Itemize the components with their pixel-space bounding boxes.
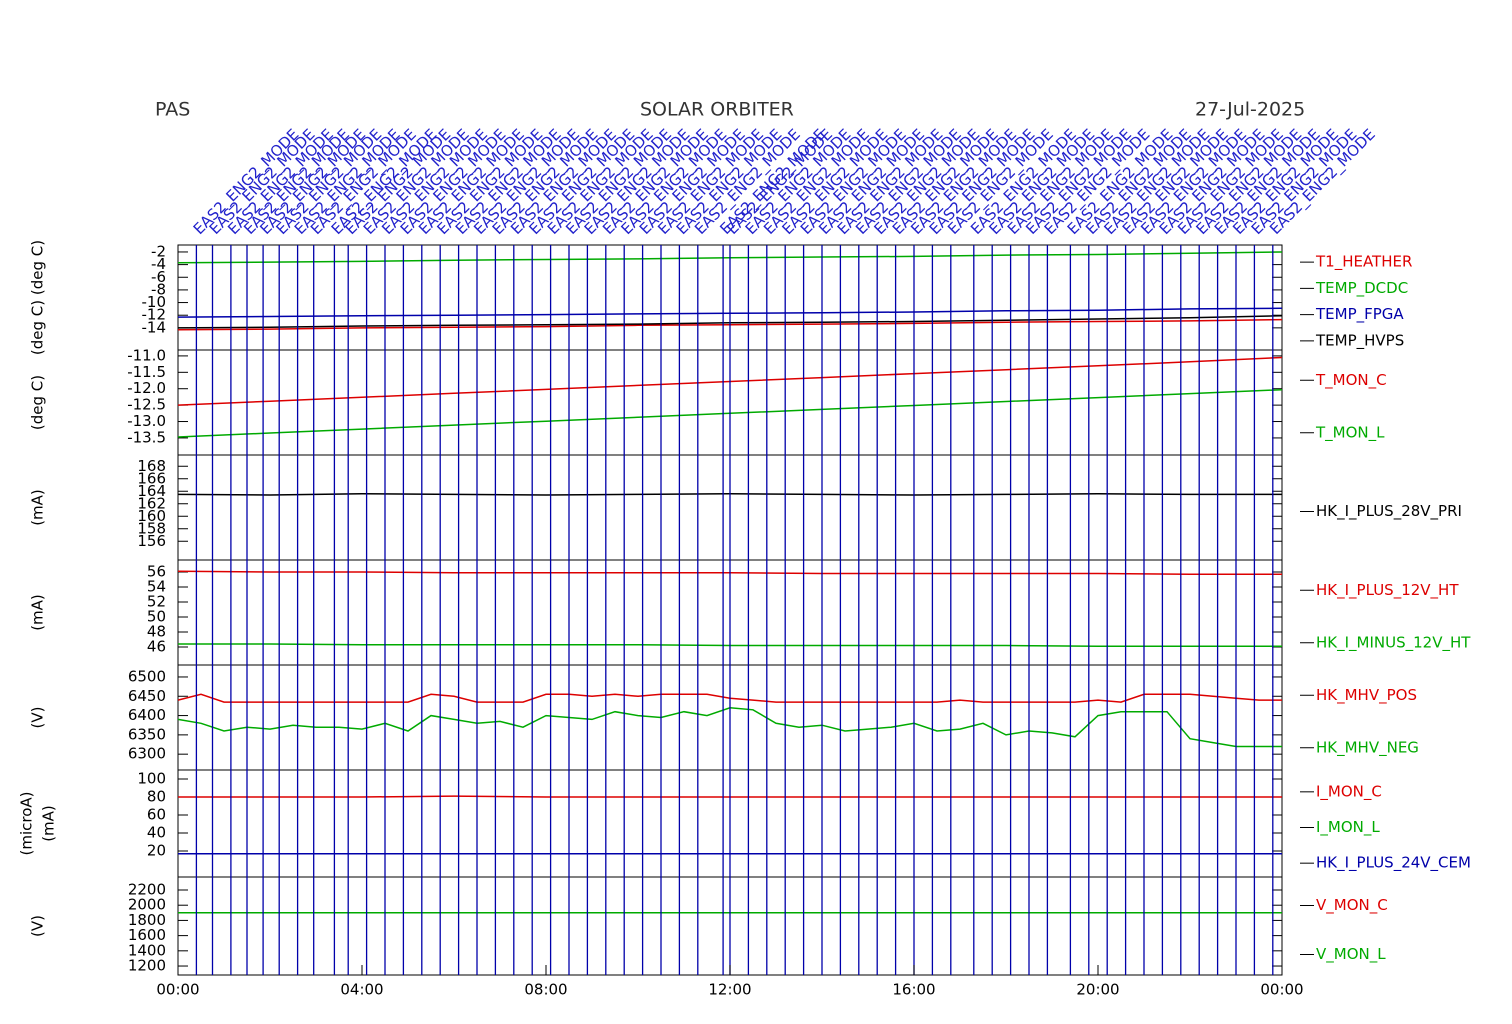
y-tick-label: 1600: [128, 926, 166, 944]
legend-label: HK_MHV_POS: [1316, 686, 1417, 705]
y-tick-label: -2: [151, 242, 166, 260]
y-axis-label: (V): [29, 707, 47, 729]
y-tick-label: 52: [147, 593, 166, 611]
legend-label: HK_I_PLUS_12V_HT: [1316, 581, 1459, 600]
y-tick-label: 20: [147, 841, 166, 859]
legend-label: T_MON_C: [1315, 371, 1387, 390]
legend-label: I_MON_L: [1316, 818, 1380, 837]
y-tick-label: 158: [137, 519, 166, 537]
y-tick-label: -11.0: [127, 346, 166, 364]
y-tick-label: -8: [151, 280, 166, 298]
y-tick-label: 56: [147, 563, 166, 581]
y-tick-label: 6500: [128, 667, 166, 685]
y-tick-label: 6400: [128, 706, 166, 724]
legend-label: HK_MHV_NEG: [1316, 738, 1419, 757]
y-tick-label: 48: [147, 623, 166, 641]
y-axis-label: (mA): [29, 594, 47, 631]
y-axis-label: (deg C): [29, 375, 47, 430]
y-tick-label: 50: [147, 608, 166, 626]
mission: SOLAR ORBITER: [640, 99, 794, 121]
legend-label: T_MON_L: [1315, 423, 1385, 442]
y-tick-label: -12.0: [127, 379, 166, 397]
instrument: PAS: [155, 99, 190, 121]
date: 27-Jul-2025: [1195, 99, 1305, 121]
legend-label: TEMP_DCDC: [1315, 279, 1408, 298]
x-tick-label: 20:00: [1076, 981, 1119, 999]
legend-label: HK_I_PLUS_28V_PRI: [1316, 502, 1462, 521]
y-tick-label: 60: [147, 805, 166, 823]
y-axis-label: (deg C) (deg C): [29, 240, 47, 355]
legend-label: HK_I_PLUS_24V_CEM: [1316, 854, 1471, 873]
y-tick-label: 2000: [128, 896, 166, 914]
x-tick-label: 08:00: [524, 981, 567, 999]
legend-label: V_MON_C: [1316, 896, 1388, 915]
y-tick-label: -13.0: [127, 412, 166, 430]
y-tick-label: 2200: [128, 881, 166, 899]
y-tick-label: 160: [137, 507, 166, 525]
y-tick-label: 40: [147, 823, 166, 841]
y-tick-label: -12: [142, 306, 167, 324]
y-tick-label: 46: [147, 638, 166, 656]
legend-label: HK_I_MINUS_12V_HT: [1316, 633, 1471, 652]
x-tick-label: 16:00: [892, 981, 935, 999]
y-tick-label: -4: [151, 255, 166, 273]
legend-label: TEMP_HVPS: [1315, 331, 1404, 350]
y-tick-label: 164: [137, 482, 166, 500]
y-tick-label: -10: [142, 293, 167, 311]
y-axis-label: (V): [29, 915, 47, 937]
legend-label: TEMP_FPGA: [1315, 305, 1404, 324]
x-tick-label: 04:00: [340, 981, 383, 999]
y-tick-label: 80: [147, 787, 166, 805]
y-tick-label: 162: [137, 494, 166, 512]
x-tick-label: 00:00: [156, 981, 199, 999]
y-tick-label: -11.5: [127, 363, 166, 381]
y-tick-label: 1400: [128, 941, 166, 959]
y-tick-label: 54: [147, 578, 166, 596]
y-axis-label: (mA): [40, 805, 58, 842]
y-tick-label: -12.5: [127, 396, 166, 414]
y-tick-label: 6300: [128, 745, 166, 763]
legend-label: V_MON_L: [1316, 945, 1386, 964]
y-tick-label: -14: [142, 318, 167, 336]
x-tick-label: 12:00: [708, 981, 751, 999]
y-tick-label: 1800: [128, 911, 166, 929]
x-tick-label: 00:00: [1260, 981, 1303, 999]
y-tick-label: 100: [137, 769, 166, 787]
y-tick-label: 156: [137, 532, 166, 550]
y-tick-label: 6450: [128, 687, 166, 705]
y-tick-label: -13.5: [127, 428, 166, 446]
y-tick-label: 166: [137, 469, 166, 487]
y-tick-label: 1200: [128, 957, 166, 975]
y-tick-label: -6: [151, 268, 166, 286]
y-axis-label: (mA): [29, 489, 47, 526]
y-tick-label: 6350: [128, 725, 166, 743]
y-tick-label: 168: [137, 457, 166, 475]
legend-label: T1_HEATHER: [1315, 253, 1412, 272]
y-axis-label: (microA): [18, 791, 36, 855]
legend-label: I_MON_C: [1316, 782, 1382, 801]
